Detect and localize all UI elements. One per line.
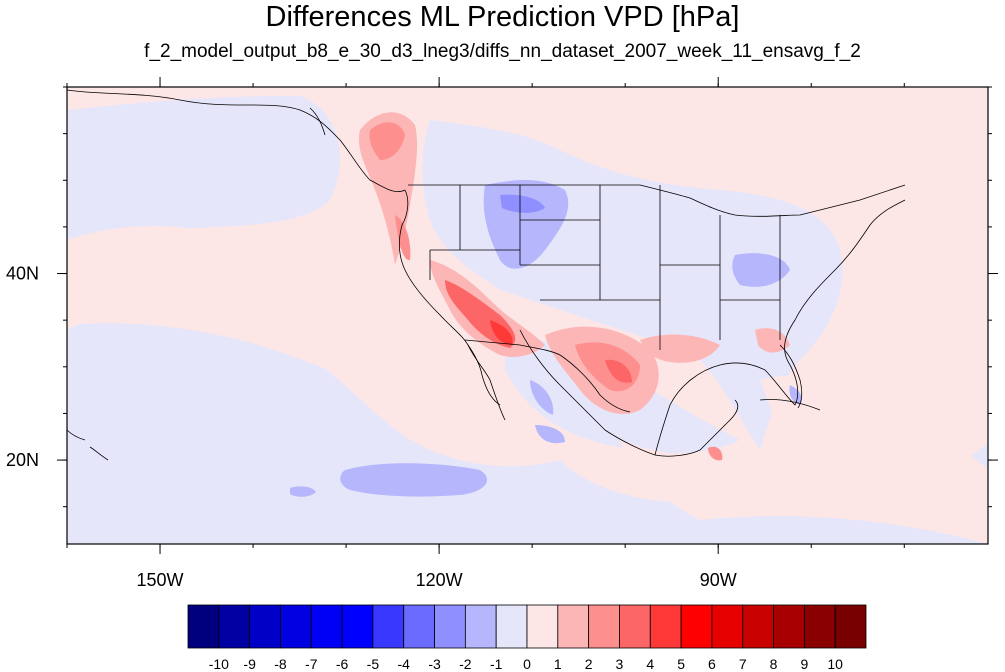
colorbar-swatch [464,604,497,649]
colorbar-swatch [680,604,713,649]
colorbar-label: -7 [305,656,318,672]
contour-blue-florida [789,385,802,405]
contour-blue-hawaii-band [340,463,488,497]
colorbar-swatch [803,604,836,649]
lat-tick-label: 40N [6,264,39,284]
coastline-alaska-bc [67,89,406,193]
colorbar-swatch [249,604,281,649]
coastline-yucatan [699,399,739,451]
coastline-baja [467,344,501,406]
colorbar-label: 1 [554,656,562,672]
colorbar-swatch [187,604,220,649]
lat-tick-label: 20N [6,450,39,470]
colorbar-swatch [526,604,559,649]
colorbar-label: -9 [243,656,256,672]
contour-blue-baja [530,380,554,415]
coastline-mexico-west [519,329,701,457]
colorbar-label: 8 [770,656,778,672]
colorbar-label: -4 [398,656,411,672]
contour-blue-montana [500,194,545,213]
colorbar-label: 7 [739,656,747,672]
colorbar-label: 4 [646,656,654,672]
colorbar-swatch [218,604,251,649]
axis-ticks [57,77,998,554]
axis-labels: 150W 120W 90W 40N 20N [6,264,737,590]
contour-red-texas-core [605,359,632,383]
contour-fills [67,95,988,544]
coastline-haida [309,107,326,136]
contour-red-sw-core [490,320,513,345]
colorbar-label: 6 [708,656,716,672]
colorbar-label: -5 [367,656,380,672]
colorbar-label: -6 [336,656,349,672]
contour-positive-pacific-band [67,225,380,390]
colorbar-swatch [742,604,774,649]
colorbar-swatch [495,604,528,649]
colorbar-label: 9 [800,656,808,672]
lon-tick-label: 150W [137,570,184,590]
colorbar-swatch [773,604,805,649]
contour-positive-east [840,110,988,345]
contour-red-yucatan [708,446,723,461]
colorbar-swatch [403,604,435,649]
coastlines-and-borders [67,89,906,461]
colorbar: -10 -9 -8 -7 -6 -5 -4 -3 -2 -1 0 1 2 3 4 5 6 7 8 9 10 [187,604,867,672]
colorbar-swatch [834,604,867,649]
colorbar-label: 3 [616,656,624,672]
border-us-canada [408,184,906,217]
plot-title: Differences ML Prediction VPD [hPa] [265,1,740,33]
contour-red-pacific-coast [395,215,411,261]
colorbar-label: 5 [677,656,685,672]
border-us-mexico [464,339,631,413]
contour-blue-small-pacific [290,486,316,497]
colorbar-label: 10 [827,656,843,672]
colorbar-swatch [372,604,405,649]
colorbar-swatch [310,604,343,649]
coastline-florida [779,344,803,409]
colorbar-swatch [280,604,312,649]
border-state-lines [429,185,781,350]
colorbar-swatch [557,604,590,649]
contour-red-bc-core [369,122,405,160]
coastline-cuba [759,399,821,411]
contour-negative-north-pacific [67,95,340,240]
colorbar-swatch [434,604,466,649]
colorbar-label: -2 [459,656,472,672]
contour-blue-mexico-coast [535,425,565,444]
map-panel: 150W 120W 90W 40N 20N [6,77,998,590]
colorbar-label: -1 [490,656,503,672]
coastline-us-canada-west [398,189,506,421]
colorbar-label: -3 [428,656,441,672]
colorbar-label: 0 [523,656,531,672]
plot-subtitle: f_2_model_output_b8_e_30_d3_lneg3/diffs_… [144,41,861,62]
colorbar-swatch [649,604,682,649]
coastline-hawaii [67,429,109,461]
coastline-gulf [654,199,906,456]
colorbar-swatch [341,604,374,649]
lon-tick-label: 90W [700,570,737,590]
colorbar-label: -8 [274,656,287,672]
colorbar-swatch [619,604,651,649]
colorbar-label: 2 [585,656,593,672]
colorbar-label: -10 [209,656,229,672]
contour-blue-lakes [732,253,790,287]
colorbar-swatch [711,604,744,649]
lon-tick-label: 120W [416,570,463,590]
colorbar-swatch [588,604,620,649]
contour-positive-south [620,437,988,544]
map-frame [66,86,989,545]
